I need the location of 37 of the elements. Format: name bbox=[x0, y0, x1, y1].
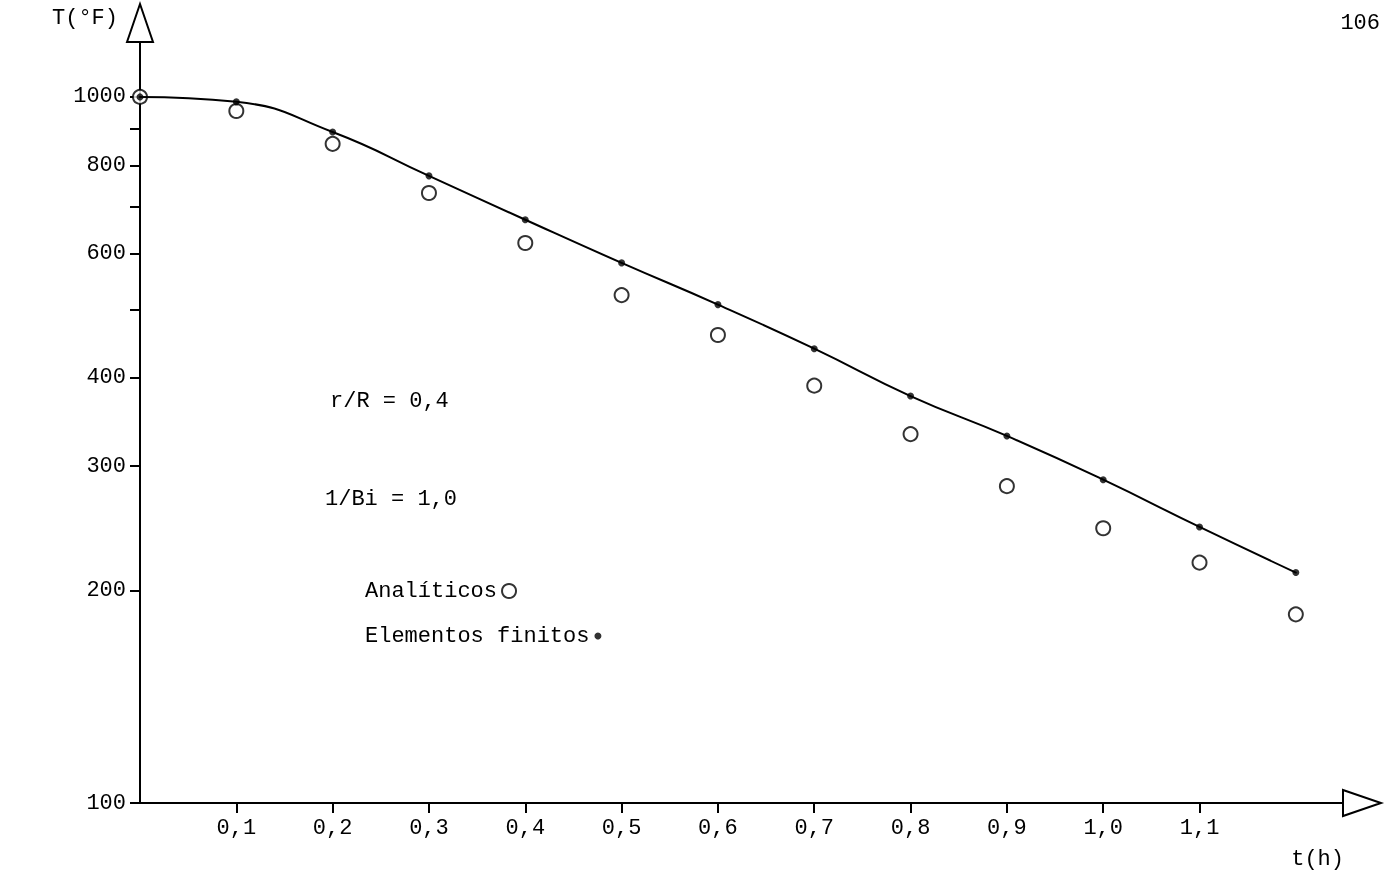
y-tick-label: 100 bbox=[86, 790, 126, 816]
point bbox=[517, 235, 534, 251]
x-tick-label: 0,1 bbox=[216, 815, 257, 841]
y-tick-label: 600 bbox=[86, 241, 126, 267]
point bbox=[420, 185, 437, 201]
x-tick-label: 0,4 bbox=[505, 815, 546, 841]
x-tick-label: 0,7 bbox=[794, 815, 835, 841]
point bbox=[1191, 554, 1208, 571]
x-axis-title: t(h) bbox=[1291, 846, 1344, 872]
x-tick-label: 0,8 bbox=[890, 815, 931, 841]
point bbox=[709, 327, 726, 344]
legend-label: Analíticos bbox=[364, 578, 498, 604]
y-tick-label: 200 bbox=[86, 577, 126, 603]
text: 106 bbox=[1340, 10, 1380, 36]
x-tick-label: 0,9 bbox=[987, 815, 1027, 841]
x-tick-label: 0,3 bbox=[409, 815, 449, 841]
y-tick-label: 1000 bbox=[73, 84, 126, 110]
x-tick-label: 0,5 bbox=[601, 815, 642, 841]
x-tick-label: 1,0 bbox=[1083, 815, 1123, 841]
y-tick-label: 800 bbox=[86, 152, 126, 178]
point bbox=[228, 103, 245, 120]
y-tick-label: 400 bbox=[86, 365, 126, 391]
y-tick-label: 300 bbox=[86, 453, 126, 479]
point bbox=[324, 135, 341, 152]
point bbox=[998, 478, 1015, 495]
point bbox=[1095, 520, 1112, 537]
point bbox=[613, 287, 630, 304]
x-tick-label: 0,2 bbox=[312, 815, 353, 841]
annotation: 1/Bi = 1,0 bbox=[325, 486, 458, 512]
point bbox=[902, 426, 919, 443]
point bbox=[1287, 606, 1304, 623]
point bbox=[806, 377, 823, 394]
annotation: r/R = 0,4 bbox=[330, 388, 449, 414]
x-tick-label: 1,1 bbox=[1179, 815, 1220, 841]
x-tick-label: 0,6 bbox=[698, 815, 738, 841]
y-axis-title: T(°F) bbox=[51, 5, 118, 31]
legend-label: Elementos finitos bbox=[365, 623, 590, 649]
